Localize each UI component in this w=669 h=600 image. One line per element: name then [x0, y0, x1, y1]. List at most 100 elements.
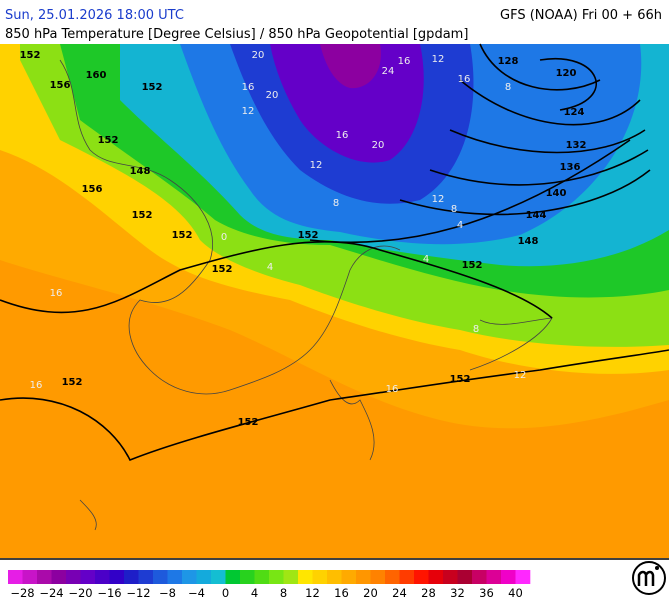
legend-tick-label: −16	[97, 586, 121, 600]
legend-swatch	[51, 570, 67, 584]
geopotential-label: 148	[518, 236, 539, 247]
temperature-label: 24	[382, 66, 395, 77]
temperature-label: 16	[386, 384, 399, 395]
temperature-label: 16	[398, 56, 411, 67]
legend-tick-label: 36	[479, 586, 494, 600]
geopotential-label: 132	[566, 140, 587, 151]
geopotential-label: 124	[564, 107, 585, 118]
legend-swatch	[515, 570, 531, 584]
legend-tick-label: −28	[10, 586, 34, 600]
legend-swatch	[153, 570, 168, 584]
geopotential-label: 152	[212, 264, 233, 275]
legend-swatch	[327, 570, 342, 584]
valid-time: Sun, 25.01.2026 18:00 UTC	[5, 8, 184, 23]
temperature-label: 4	[457, 220, 463, 231]
legend-swatch	[37, 570, 52, 584]
legend-swatch	[109, 570, 125, 584]
legend-swatch	[356, 570, 371, 584]
legend-swatch	[254, 570, 270, 584]
temperature-label: 20	[252, 50, 265, 61]
temperature-label: 12	[432, 194, 445, 205]
legend-swatch	[8, 570, 23, 584]
legend-tick-label: −20	[68, 586, 92, 600]
legend-swatch	[225, 570, 241, 584]
geopotential-label: 136	[560, 162, 581, 173]
geopotential-label: 152	[238, 417, 259, 428]
geopotential-label: 128	[498, 56, 519, 67]
legend-swatch	[124, 570, 139, 584]
legend-swatch	[66, 570, 81, 584]
legend-tick-label: 32	[450, 586, 465, 600]
legend-swatch	[486, 570, 502, 584]
legend-swatch	[182, 570, 197, 584]
geopotential-label: 144	[526, 210, 547, 221]
temperature-label: 16	[336, 130, 349, 141]
legend-swatch	[298, 570, 313, 584]
legend-swatch	[167, 570, 183, 584]
coastlines	[59, 59, 553, 531]
legend-swatch	[138, 570, 154, 584]
legend-tick-label: 20	[363, 586, 378, 600]
legend-swatch	[240, 570, 255, 584]
temperature-label: 12	[242, 106, 255, 117]
temperature-label: 16	[458, 74, 471, 85]
legend-swatch	[211, 570, 226, 584]
legend-tick-label: 4	[251, 586, 258, 600]
legend-swatch	[283, 570, 299, 584]
legend-tick-label: 40	[508, 586, 523, 600]
temperature-label: 12	[310, 160, 323, 171]
temperature-label: 20	[266, 90, 279, 101]
geopotential-label: 156	[82, 184, 103, 195]
geopotential-label: 156	[50, 80, 71, 91]
temperature-label: 16	[30, 380, 43, 391]
geopotential-label: 152	[62, 377, 83, 388]
legend-tick-label: −4	[188, 586, 205, 600]
temperature-label: 12	[432, 54, 445, 65]
legend-swatch	[95, 570, 110, 584]
legend-tick-label: 28	[421, 586, 436, 600]
legend-tick-label: 8	[280, 586, 287, 600]
geopotential-label: 152	[172, 230, 193, 241]
legend-tick-label: 24	[392, 586, 407, 600]
legend-swatch	[501, 570, 516, 584]
legend-swatch	[341, 570, 357, 584]
geopotential-contours	[0, 43, 669, 462]
legend-swatch	[370, 570, 386, 584]
temperature-label: 4	[267, 262, 273, 273]
geopotential-label: 152	[298, 230, 319, 241]
map-field	[0, 44, 669, 558]
legend-tick-label: 16	[334, 586, 349, 600]
logo	[632, 561, 666, 595]
geopotential-label: 148	[130, 166, 151, 177]
legend-tick-label: −8	[159, 586, 176, 600]
geopotential-label: 152	[142, 82, 163, 93]
legend-swatch	[472, 570, 487, 584]
legend-swatch	[385, 570, 400, 584]
legend-swatch	[443, 570, 458, 584]
legend-swatch	[22, 570, 38, 584]
geopotential-label: 120	[556, 68, 577, 79]
color-legend: −28 −24 −20 −16 −12 −8 −4 0 4 8 12 16 20 24 28 32 36 40	[8, 570, 531, 600]
geopotential-label: 152	[450, 374, 471, 385]
map-title: 850 hPa Temperature [Degree Celsius] / 8…	[5, 27, 468, 42]
temperature-label: 20	[372, 140, 385, 151]
geopotential-label: 152	[132, 210, 153, 221]
legend-swatch	[312, 570, 328, 584]
legend-tick-label: 0	[222, 586, 229, 600]
geopotential-label: 160	[86, 70, 107, 81]
geopotential-label: 152	[462, 260, 483, 271]
temperature-label: 8	[505, 82, 511, 93]
geopotential-label: 140	[546, 188, 567, 199]
model-run: GFS (NOAA) Fri 00 + 66h	[500, 8, 662, 23]
temperature-label: 8	[333, 198, 339, 209]
legend-tick-label: 12	[305, 586, 320, 600]
legend-tick-label: −12	[126, 586, 150, 600]
temperature-label: 8	[473, 324, 479, 335]
legend-swatch	[80, 570, 96, 584]
temperature-label: 12	[514, 370, 527, 381]
legend-swatch	[196, 570, 212, 584]
geopotential-label: 152	[98, 135, 119, 146]
temperature-label: 4	[423, 254, 429, 265]
